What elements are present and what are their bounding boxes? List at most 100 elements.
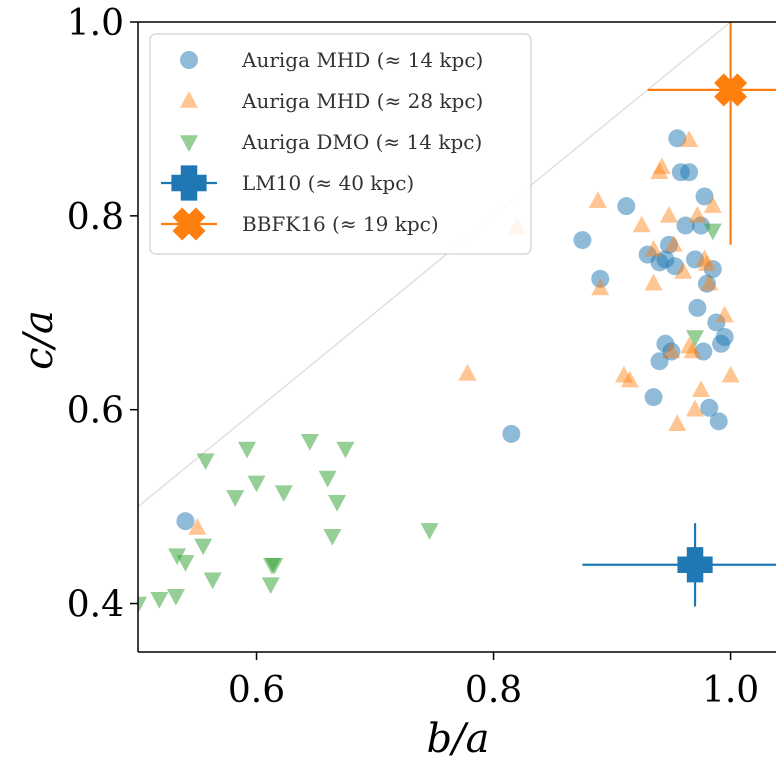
auriga-dmo-14-point-9 — [238, 441, 257, 459]
auriga-mhd-14-point-14 — [668, 129, 687, 148]
auriga-mhd-28-point-25 — [700, 273, 719, 291]
auriga-mhd-14-point-20 — [691, 216, 710, 235]
auriga-dmo-14-point-3 — [168, 548, 187, 565]
auriga-mhd-28-point-5 — [614, 365, 633, 383]
x-tick-label: 1.0 — [702, 670, 759, 711]
auriga-dmo-14-point-8 — [226, 490, 245, 507]
auriga-mhd-14-point-25 — [703, 260, 722, 279]
legend-marker-bbfk16 — [172, 207, 206, 241]
auriga-mhd-14-point-7 — [650, 352, 669, 371]
auriga-mhd-28-point-18 — [680, 130, 699, 147]
y-axis-label: c/a — [16, 310, 62, 370]
auriga-mhd-28-point-3 — [588, 191, 607, 209]
auriga-mhd-28-point-7 — [632, 215, 651, 233]
auriga-dmo-14-point-5 — [194, 538, 213, 556]
auriga-dmo-14-point-18 — [328, 495, 347, 512]
auriga-dmo-14-point-7 — [203, 572, 222, 590]
legend-label-auriga-mhd-14: Auriga MHD (≈ 14 kpc) — [241, 48, 483, 72]
auriga-mhd-28-point-19 — [683, 341, 702, 359]
auriga-mhd-14-point-12 — [662, 342, 681, 361]
bbfk16-point — [714, 73, 748, 107]
auriga-dmo-14-point-6 — [196, 453, 215, 470]
auriga-mhd-28-point-14 — [664, 235, 683, 252]
legend-label-bbfk16: BBFK16 (≈ 19 kpc) — [242, 212, 439, 236]
plot-frame — [137, 21, 776, 653]
auriga-dmo-14-point-17 — [323, 528, 342, 546]
auriga-mhd-14-point-4 — [617, 197, 636, 216]
auriga-mhd-14-point-21 — [694, 342, 713, 361]
legend-box — [149, 33, 532, 255]
auriga-mhd-28-point-26 — [703, 196, 722, 213]
auriga-dmo-14-point-2 — [166, 589, 185, 606]
auriga-mhd-28-point-6 — [620, 370, 639, 388]
auriga-mhd-28-point-4 — [591, 278, 610, 296]
x-axis-label: b/a — [427, 716, 490, 760]
auriga-dmo-14-point-13 — [265, 558, 284, 575]
legend-label-lm10: LM10 (≈ 40 kpc) — [242, 171, 414, 195]
auriga-dmo-14-point-15 — [300, 433, 319, 451]
auriga-mhd-14-point-6 — [644, 388, 663, 407]
auriga-mhd-14-point-2 — [573, 231, 592, 250]
auriga-mhd-14-point-23 — [697, 274, 716, 293]
auriga-mhd-28-point-24 — [697, 254, 716, 272]
errorbar-layer — [582, 22, 776, 607]
auriga-mhd-28-point-27 — [715, 305, 734, 323]
auriga-mhd-14-point-27 — [709, 412, 728, 431]
reference-line-layer — [138, 22, 732, 508]
auriga-mhd-28-point-23 — [695, 249, 714, 267]
auriga-mhd-28-point-10 — [650, 162, 669, 179]
auriga-mhd-28-point-1 — [458, 363, 477, 381]
x-tick-label: 0.8 — [465, 670, 522, 711]
y-tick-label: 0.4 — [67, 585, 124, 626]
auriga-mhd-28-point-8 — [644, 239, 663, 257]
auriga-mhd-28-point-28 — [721, 365, 740, 383]
auriga-dmo-14-point-20 — [420, 523, 439, 540]
auriga-mhd-14-point-16 — [676, 216, 695, 235]
legend-marker-lm10 — [171, 165, 207, 201]
auriga-mhd-28-point-13 — [662, 341, 681, 359]
auriga-dmo-14-point-14 — [274, 485, 293, 502]
auriga-dmo-14-point-10 — [247, 475, 266, 493]
auriga-mhd-28-point-15 — [668, 414, 687, 431]
auriga-mhd-28-point-16 — [674, 262, 693, 279]
legend-label-auriga-mhd-28: Auriga MHD (≈ 28 kpc) — [241, 89, 483, 113]
auriga-mhd-28-point-20 — [686, 399, 705, 417]
auriga-mhd-14-point-1 — [502, 424, 521, 443]
x-tick-label: 0.6 — [228, 670, 285, 711]
lm10-point — [677, 547, 713, 583]
legend: Auriga MHD (≈ 14 kpc) Auriga MHD (≈ 28 kp… — [149, 33, 532, 255]
auriga-mhd-28-point-11 — [652, 157, 671, 175]
auriga-mhd-14-point-11 — [659, 235, 678, 254]
y-tick-label: 1.0 — [67, 3, 124, 44]
auriga-mhd-14-point-13 — [665, 257, 684, 276]
auriga-dmo-14-point-0 — [138, 596, 147, 614]
legend-marker-auriga-mhd-14 — [180, 51, 198, 69]
legend-marker-auriga-mhd-28 — [180, 91, 198, 108]
y-tick-label: 0.8 — [67, 197, 124, 238]
x-axis-ticks: 0.6 0.8 1.0 — [228, 652, 759, 711]
auriga-mhd-28-point-22 — [691, 380, 710, 398]
identity-line — [138, 22, 732, 508]
auriga-mhd-14-point-26 — [707, 313, 726, 332]
auriga-mhd-28-point-17 — [680, 336, 699, 354]
auriga-dmo-14-point-19 — [336, 441, 355, 459]
auriga-mhd-28-point-21 — [688, 205, 707, 223]
auriga-dmo-14-point-16 — [318, 470, 337, 488]
auriga-mhd-28-point-9 — [644, 273, 663, 291]
auriga-mhd-14-point-19 — [688, 298, 707, 317]
auriga-mhd-14-point-29 — [715, 328, 734, 346]
auriga-mhd-14-point-18 — [686, 250, 705, 269]
auriga-dmo-14-point-1 — [150, 591, 169, 609]
legend-marker-auriga-dmo-14 — [180, 135, 198, 152]
auriga-mhd-14-point-17 — [680, 163, 699, 182]
auriga-mhd-28-point-0 — [188, 518, 207, 535]
y-axis-ticks: 0.4 0.6 0.8 1.0 — [67, 3, 138, 626]
auriga-mhd-14-point-24 — [700, 398, 719, 417]
auriga-dmo-14-point-11 — [261, 577, 280, 595]
legend-label-auriga-dmo-14: Auriga DMO (≈ 14 kpc) — [241, 130, 482, 154]
y-tick-label: 0.6 — [67, 391, 124, 432]
auriga-dmo-14-point-4 — [176, 555, 195, 572]
data-points-layer — [138, 129, 740, 614]
auriga-dmo-14-point-21 — [686, 330, 705, 347]
